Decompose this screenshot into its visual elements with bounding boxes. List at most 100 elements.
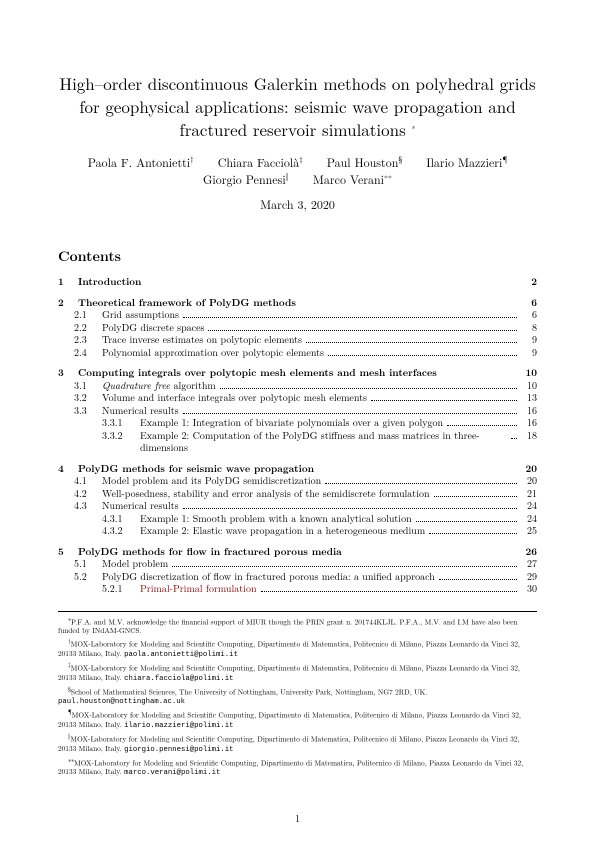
footnote-marker: ∗ (68, 614, 71, 623)
toc-leader (220, 388, 517, 389)
toc-number: 5.2.1 (102, 582, 130, 595)
toc-number: 2.4 (74, 346, 92, 359)
toc-number: 4.3 (74, 499, 92, 512)
footnote-marker: ‡ (68, 660, 71, 669)
footnote: ∗P.F.A. and M.V. acknowledge the financi… (58, 615, 537, 637)
toc-entry: 4.3.2 Example 2: Elastic wave propagation… (102, 524, 537, 537)
toc-label: Model problem and its PolyDG semidiscret… (102, 474, 321, 487)
toc-label: Example 1: Integration of bivariate poly… (140, 416, 443, 429)
authors-row-2: Giorgio Pennesi‖ Marco Verani∗∗ (58, 172, 537, 187)
toc-number: 4.3.2 (102, 524, 130, 537)
toc-label: Volume and interface integrals over poly… (102, 391, 367, 404)
toc-leader (208, 330, 517, 331)
toc-number: 2 (58, 296, 68, 309)
toc-number: 5.2 (74, 570, 92, 583)
toc-number: 3.3.2 (102, 429, 130, 442)
toc-leader (328, 355, 517, 356)
author: Ilario Mazzieri¶ (426, 155, 507, 170)
toc-label: Trace inverse estimates on polytopic ele… (102, 333, 302, 346)
date: March 3, 2020 (58, 197, 537, 212)
toc-number: 2.3 (74, 333, 92, 346)
toc-page: 24 (521, 499, 537, 512)
toc-entry: 2.1Grid assumptions6 (74, 308, 537, 321)
toc-label: Polynomial approximation over polytopic … (102, 346, 324, 359)
title-marker: ∗ (411, 121, 415, 132)
authors-block: Paola F. Antonietti† Chiara Facciolà‡ Pa… (58, 155, 537, 187)
toc-leader (434, 496, 517, 497)
toc-entry: 3.3.1 Example 1: Integration of bivariate… (102, 416, 537, 429)
toc-leader (325, 483, 517, 484)
table-of-contents: 1Introduction22Theoretical framework of … (58, 275, 537, 595)
contents-heading: Contents (58, 248, 537, 266)
toc-entry: 3.3.2 Example 2: Computation of the PolyD… (102, 429, 537, 454)
toc-label: Example 2: Elastic wave propagation in a… (140, 524, 425, 537)
toc-entry: 1 Introduction 2 (58, 275, 537, 288)
toc-page: 18 (521, 429, 537, 442)
title-text: High–order discontinuous Galerkin method… (59, 71, 535, 141)
toc-entry: 3.2Volume and interface integrals over p… (74, 391, 537, 404)
author: Marco Verani∗∗ (313, 172, 392, 187)
authors-row-1: Paola F. Antonietti† Chiara Facciolà‡ Pa… (58, 155, 537, 170)
toc-label: Introduction (78, 275, 141, 288)
toc-entry: 2.3 Trace inverse estimates on polytopic … (74, 333, 537, 346)
toc-page: 6 (521, 308, 537, 321)
toc-leader (429, 533, 517, 534)
footnotes: ∗P.F.A. and M.V. acknowledge the financi… (58, 611, 537, 778)
toc-label: Example 2: Computation of the PolyDG sti… (140, 429, 507, 454)
footnote-email: paola.antonietti@polimi.it (124, 651, 238, 659)
toc-leader (306, 342, 517, 343)
toc-number: 2.1 (74, 308, 92, 321)
toc-leader (447, 425, 517, 426)
footnote-email: chiara.facciola@polimi.it (124, 675, 233, 683)
footnote-email: paul.houston@nottingham.ac.uk (58, 698, 185, 706)
footnote: ¶MOX-Laboratory for Modeling and Scienti… (58, 708, 537, 731)
footnote: §School of Mathematical Sciences, The Un… (58, 685, 537, 708)
footnote-marker: ‖ (68, 731, 70, 740)
toc-entry: 5.2.1 Primal-Primal formulation 30 (102, 582, 537, 595)
author: Paola F. Antonietti† (88, 155, 194, 170)
toc-page: 13 (521, 391, 537, 404)
author: Chiara Facciolà‡ (218, 155, 303, 170)
toc-leader (371, 400, 517, 401)
toc-entry: 5.1Model problem27 (74, 557, 537, 570)
paper-title: High–order discontinuous Galerkin method… (58, 72, 537, 141)
footnote-marker: § (68, 684, 71, 693)
toc-number: 5 (58, 545, 68, 558)
toc-page: 16 (521, 416, 537, 429)
toc-leader (172, 566, 517, 567)
toc-leader (183, 413, 517, 414)
toc-number: 1 (58, 275, 68, 288)
footnote-marker: ¶ (68, 707, 72, 716)
toc-page: 20 (521, 474, 537, 487)
toc-leader (511, 438, 517, 439)
footnote: †MOX-Laboratory for Modeling and Scienti… (58, 637, 537, 660)
toc-page: 10 (521, 366, 537, 379)
toc-label: Model problem (102, 557, 168, 570)
footnote-marker: ∗∗ (68, 755, 74, 764)
toc-label: Numerical results (102, 499, 179, 512)
toc-leader (183, 508, 517, 509)
toc-number: 4.1 (74, 474, 92, 487)
toc-page: 9 (521, 333, 537, 346)
toc-entry: 4.3 Numerical results 24 (74, 499, 537, 512)
toc-page: 2 (521, 275, 537, 288)
toc-label: Primal-Primal formulation (140, 582, 257, 595)
footnote: ‡MOX-Laboratory for Modeling and Scienti… (58, 661, 537, 684)
toc-number: 3.3.1 (102, 416, 130, 429)
toc-number: 4 (58, 462, 68, 475)
toc-number: 3 (58, 366, 68, 379)
footnote-email: marco.verani@polimi.it (124, 769, 220, 777)
toc-leader (183, 317, 517, 318)
footnote-email: ilario.mazzieri@polimi.it (124, 722, 233, 730)
footnote: ‖MOX-Laboratory for Modeling and Scienti… (58, 732, 537, 755)
toc-page: 30 (521, 582, 537, 595)
toc-leader (416, 521, 517, 522)
footnote-marker: † (68, 636, 71, 645)
author: Giorgio Pennesi‖ (203, 172, 289, 187)
toc-page: 9 (521, 346, 537, 359)
toc-leader (439, 579, 517, 580)
toc-page: 27 (521, 557, 537, 570)
author: Paul Houston§ (327, 155, 402, 170)
page: High–order discontinuous Galerkin method… (0, 0, 595, 842)
footnote: ∗∗MOX-Laboratory for Modeling and Scient… (58, 756, 537, 779)
